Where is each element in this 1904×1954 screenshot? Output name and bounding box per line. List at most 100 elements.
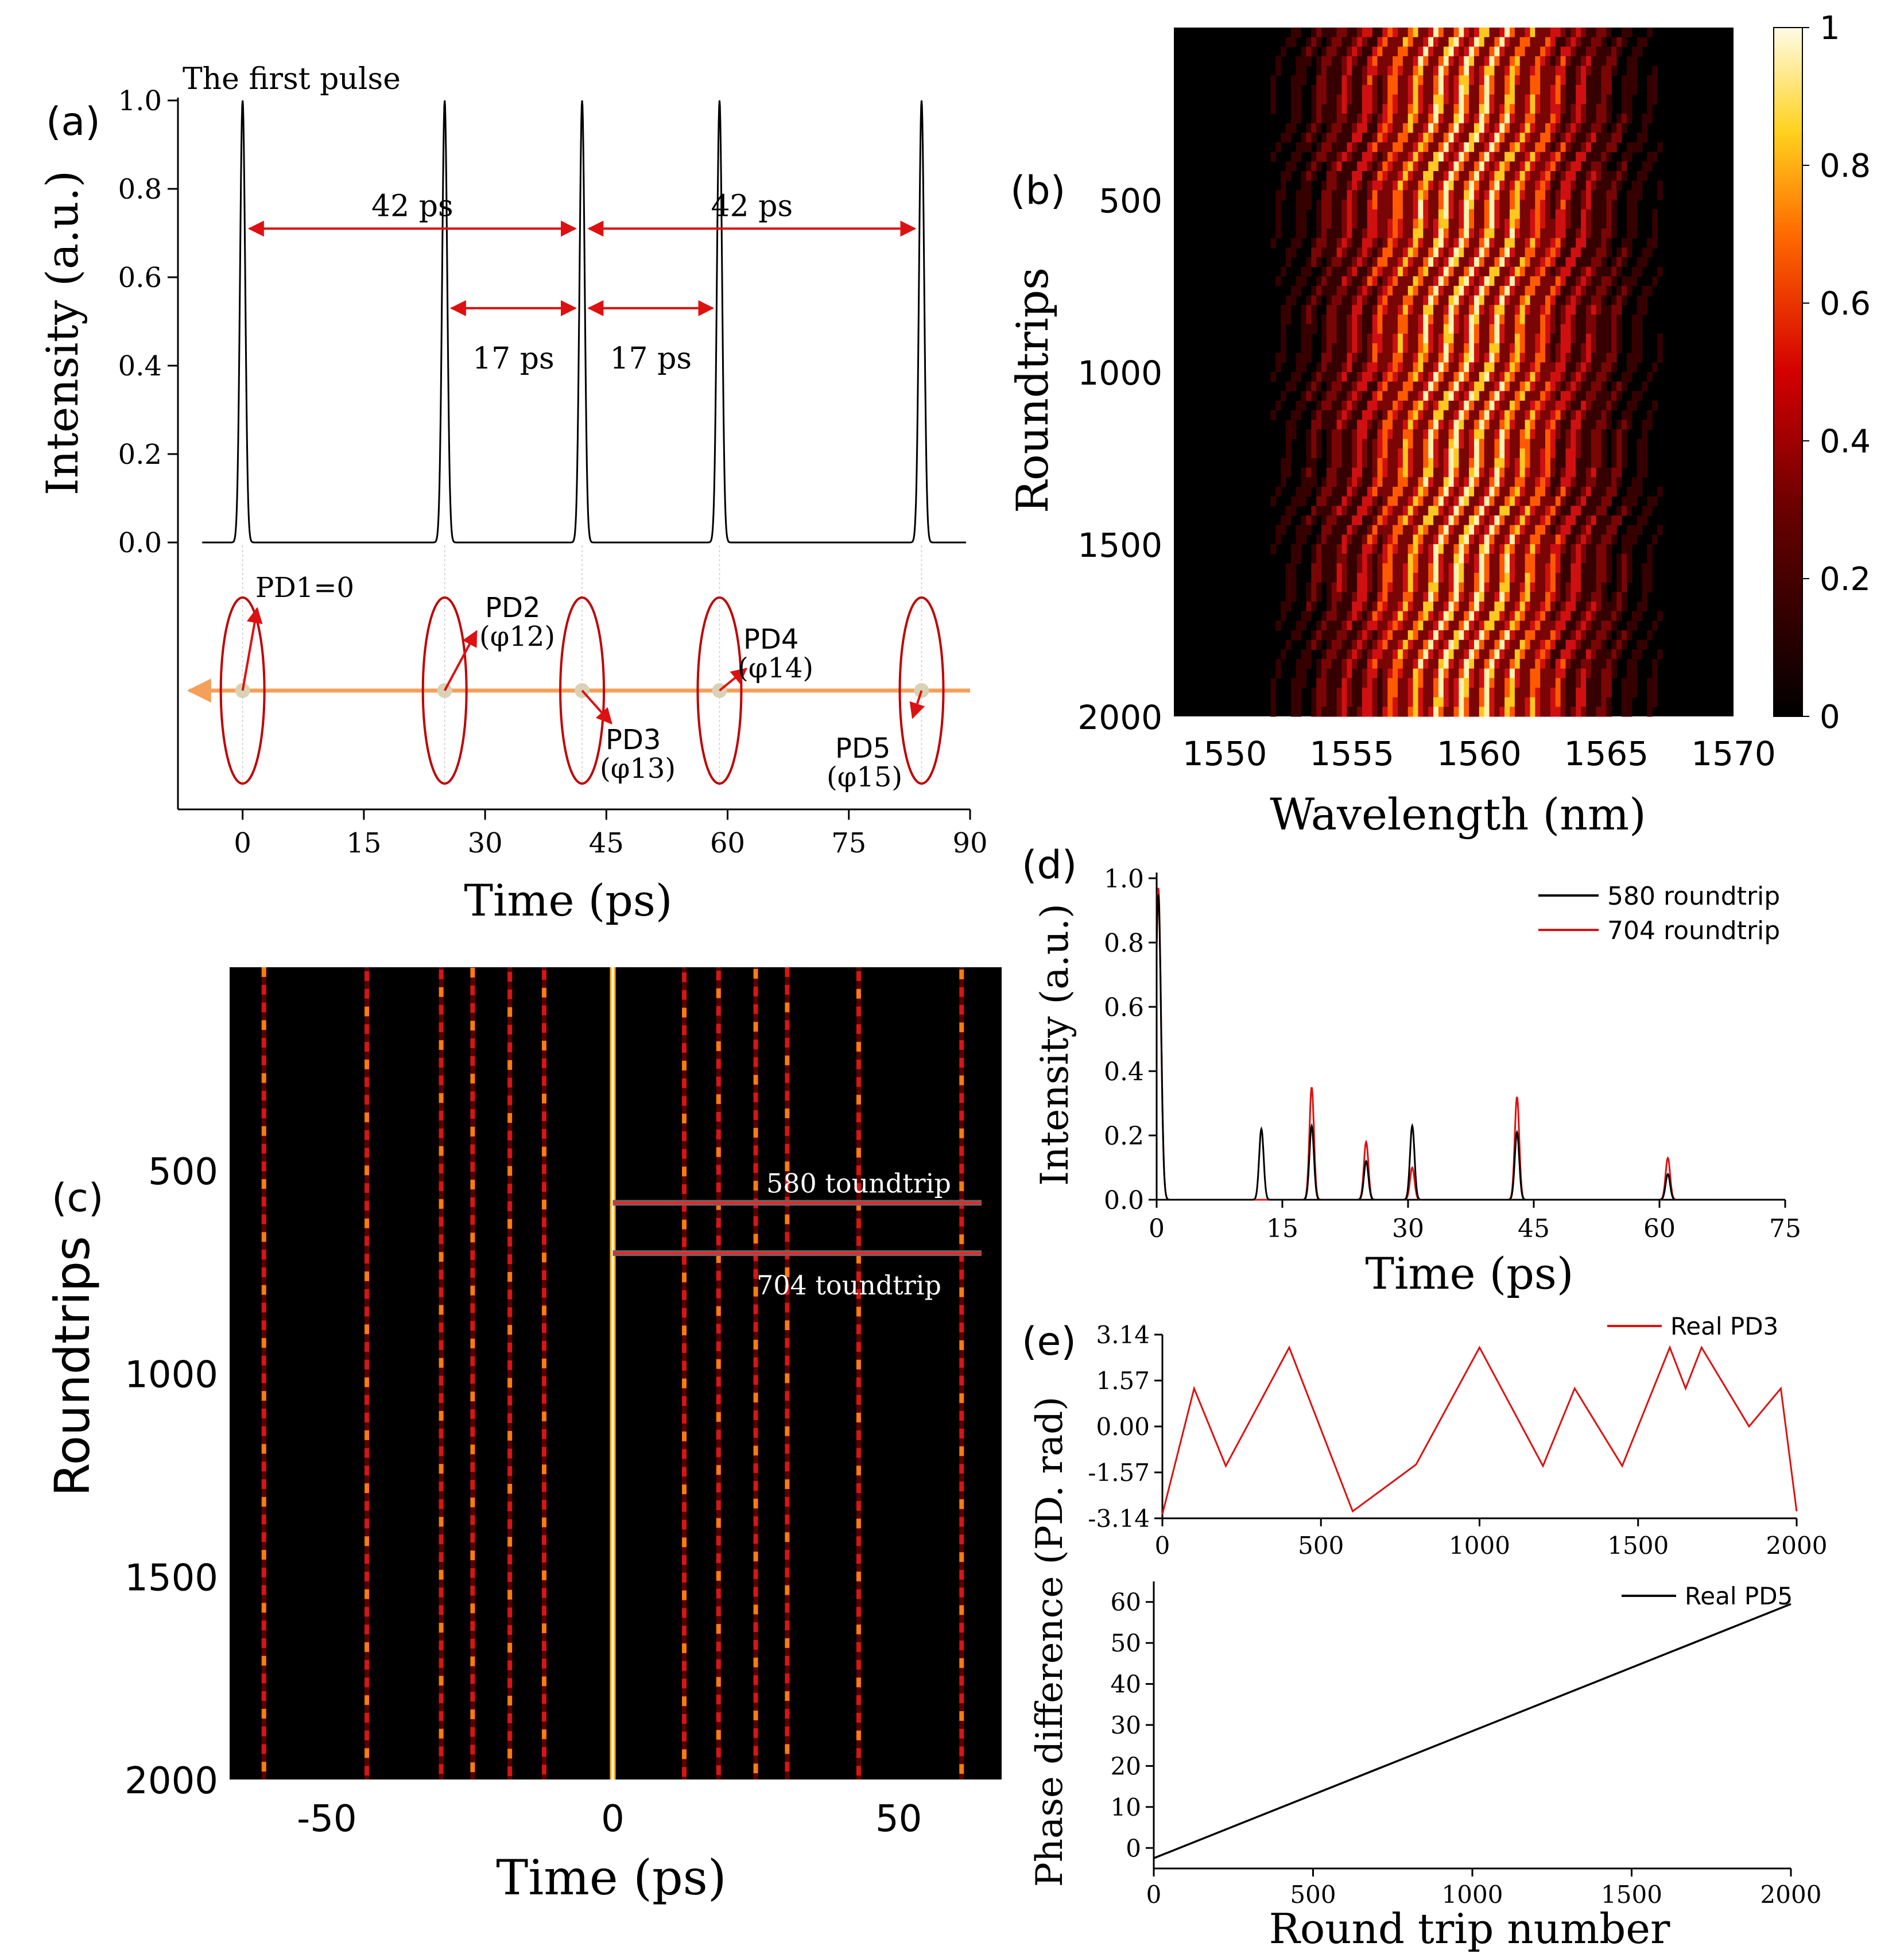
b-heat-cell [1326, 209, 1332, 219]
b-heat-cell [1331, 104, 1337, 114]
b-heat-cell [1570, 611, 1576, 621]
b-heat-cell [1377, 467, 1383, 478]
b-heat-cell [1362, 525, 1368, 535]
b-heat-cell [1601, 506, 1607, 516]
c-pulse-segment [470, 1091, 475, 1102]
b-heat-cell [1581, 697, 1587, 707]
b-heat-cell [1550, 391, 1556, 401]
b-heat-cell [1362, 161, 1368, 172]
b-heat-cell [1301, 276, 1307, 286]
b-heat-cell [1555, 420, 1561, 430]
b-heat-cell [1393, 142, 1398, 153]
b-heat-cell [1550, 611, 1556, 621]
b-heat-cell [1570, 534, 1576, 545]
b-heat-cell [1362, 46, 1368, 57]
b-heat-cell [1519, 439, 1526, 449]
b-heat-cell [1296, 142, 1302, 153]
b-heat-cell [1479, 707, 1485, 717]
b-heat-cell [1423, 276, 1429, 286]
b-heat-cell [1443, 37, 1449, 47]
b-heat-cell [1326, 639, 1332, 650]
b-heat-cell [1316, 56, 1322, 67]
b-heat-cell [1448, 668, 1455, 679]
b-heat-cell [1448, 65, 1455, 76]
b-heat-cell [1469, 238, 1475, 248]
b-heat-cell [1499, 334, 1505, 344]
b-heat-cell [1413, 668, 1419, 679]
b-heat-cell [1494, 247, 1500, 258]
b-heat-cell [1357, 649, 1363, 660]
b-heat-cell [1530, 209, 1535, 219]
b-heat-cell [1606, 238, 1612, 248]
b-heat-cell [1606, 28, 1612, 38]
b-heat-cell [1565, 630, 1571, 641]
b-heat-cell [1459, 257, 1464, 267]
b-heat-cell [1362, 630, 1368, 641]
b-heat-cell [1576, 639, 1581, 650]
b-heat-cell [1581, 688, 1587, 698]
b-heat-cell [1560, 410, 1566, 420]
b-heat-cell [1428, 477, 1434, 487]
b-heat-cell [1581, 429, 1587, 440]
b-xtick-label: 1555 [1309, 734, 1394, 773]
b-heat-cell [1341, 458, 1347, 468]
c-pulse-segment [261, 1603, 266, 1613]
b-heat-cell [1377, 65, 1383, 76]
b-heat-cell [1474, 85, 1480, 95]
b-heat-cell [1357, 639, 1363, 650]
b-heat-cell [1581, 133, 1587, 143]
b-heat-cell [1423, 467, 1429, 478]
b-heat-cell [1377, 506, 1383, 516]
b-heat-cell [1387, 209, 1393, 219]
b-heat-cell [1382, 381, 1388, 391]
b-heat-cell [1367, 697, 1373, 707]
b-heat-cell [1326, 180, 1332, 191]
b-heat-cell [1270, 544, 1276, 555]
b-heat-cell [1479, 247, 1485, 258]
b-heat-cell [1570, 266, 1576, 277]
b-heat-cell [1296, 238, 1302, 248]
b-heat-cell [1591, 621, 1597, 631]
b-heat-cell [1393, 544, 1398, 555]
b-heat-cell [1382, 563, 1388, 573]
b-heat-cell [1387, 563, 1393, 573]
b-heat-cell [1581, 247, 1587, 258]
b-heat-cell [1560, 630, 1566, 641]
b-heat-cell [1540, 324, 1546, 334]
b-heat-cell [1377, 85, 1383, 95]
b-heat-cell [1448, 697, 1455, 707]
b-heat-cell [1499, 46, 1505, 57]
b-heat-cell [1626, 286, 1632, 296]
b-heat-cell [1393, 257, 1398, 267]
b-heat-cell [1550, 592, 1556, 602]
b-heat-cell [1377, 678, 1383, 688]
b-heat-cell [1535, 621, 1541, 631]
c-pulse-segment [364, 1059, 370, 1069]
b-heat-cell [1657, 142, 1663, 153]
b-heat-cell [1336, 420, 1343, 430]
b-heat-cell [1510, 75, 1515, 86]
b-heat-cell [1591, 401, 1597, 411]
b-heat-cell [1626, 114, 1632, 124]
a-phase-arrow [719, 668, 748, 692]
b-heat-cell [1626, 678, 1632, 688]
b-heat-cell [1341, 334, 1347, 344]
b-heat-cell [1657, 611, 1663, 621]
b-heat-cell [1565, 401, 1571, 411]
b-heat-cell [1489, 190, 1495, 200]
b-heat-cell [1555, 372, 1561, 382]
b-heat-cell [1510, 553, 1515, 564]
b-heat-cell [1362, 707, 1368, 717]
b-heat-cell [1402, 343, 1409, 354]
b-heat-cell [1326, 563, 1332, 573]
b-heat-cell [1321, 391, 1327, 401]
b-heat-cell [1331, 266, 1337, 277]
b-heat-cell [1367, 707, 1373, 717]
b-heat-cell [1423, 639, 1429, 650]
c-pulse-segment [470, 1621, 475, 1631]
b-heat-cell [1428, 688, 1434, 698]
b-heat-cell [1357, 467, 1363, 478]
b-heat-cell [1275, 200, 1281, 210]
b-heat-cell [1626, 487, 1632, 497]
b-heat-cell [1398, 611, 1403, 621]
